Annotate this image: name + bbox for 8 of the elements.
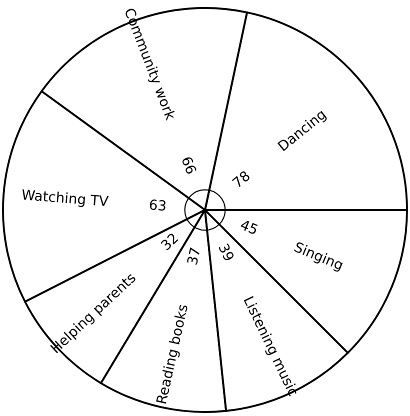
data-label: 32 [160, 232, 178, 251]
data-label: 45 [240, 219, 258, 235]
data-label: 66 [181, 156, 197, 175]
data-label: 63 [150, 199, 166, 211]
slice-label: Watching TV [21, 188, 109, 210]
data-label: 37 [186, 247, 200, 265]
data-label: 39 [218, 243, 235, 262]
data-label: 78 [232, 170, 251, 188]
